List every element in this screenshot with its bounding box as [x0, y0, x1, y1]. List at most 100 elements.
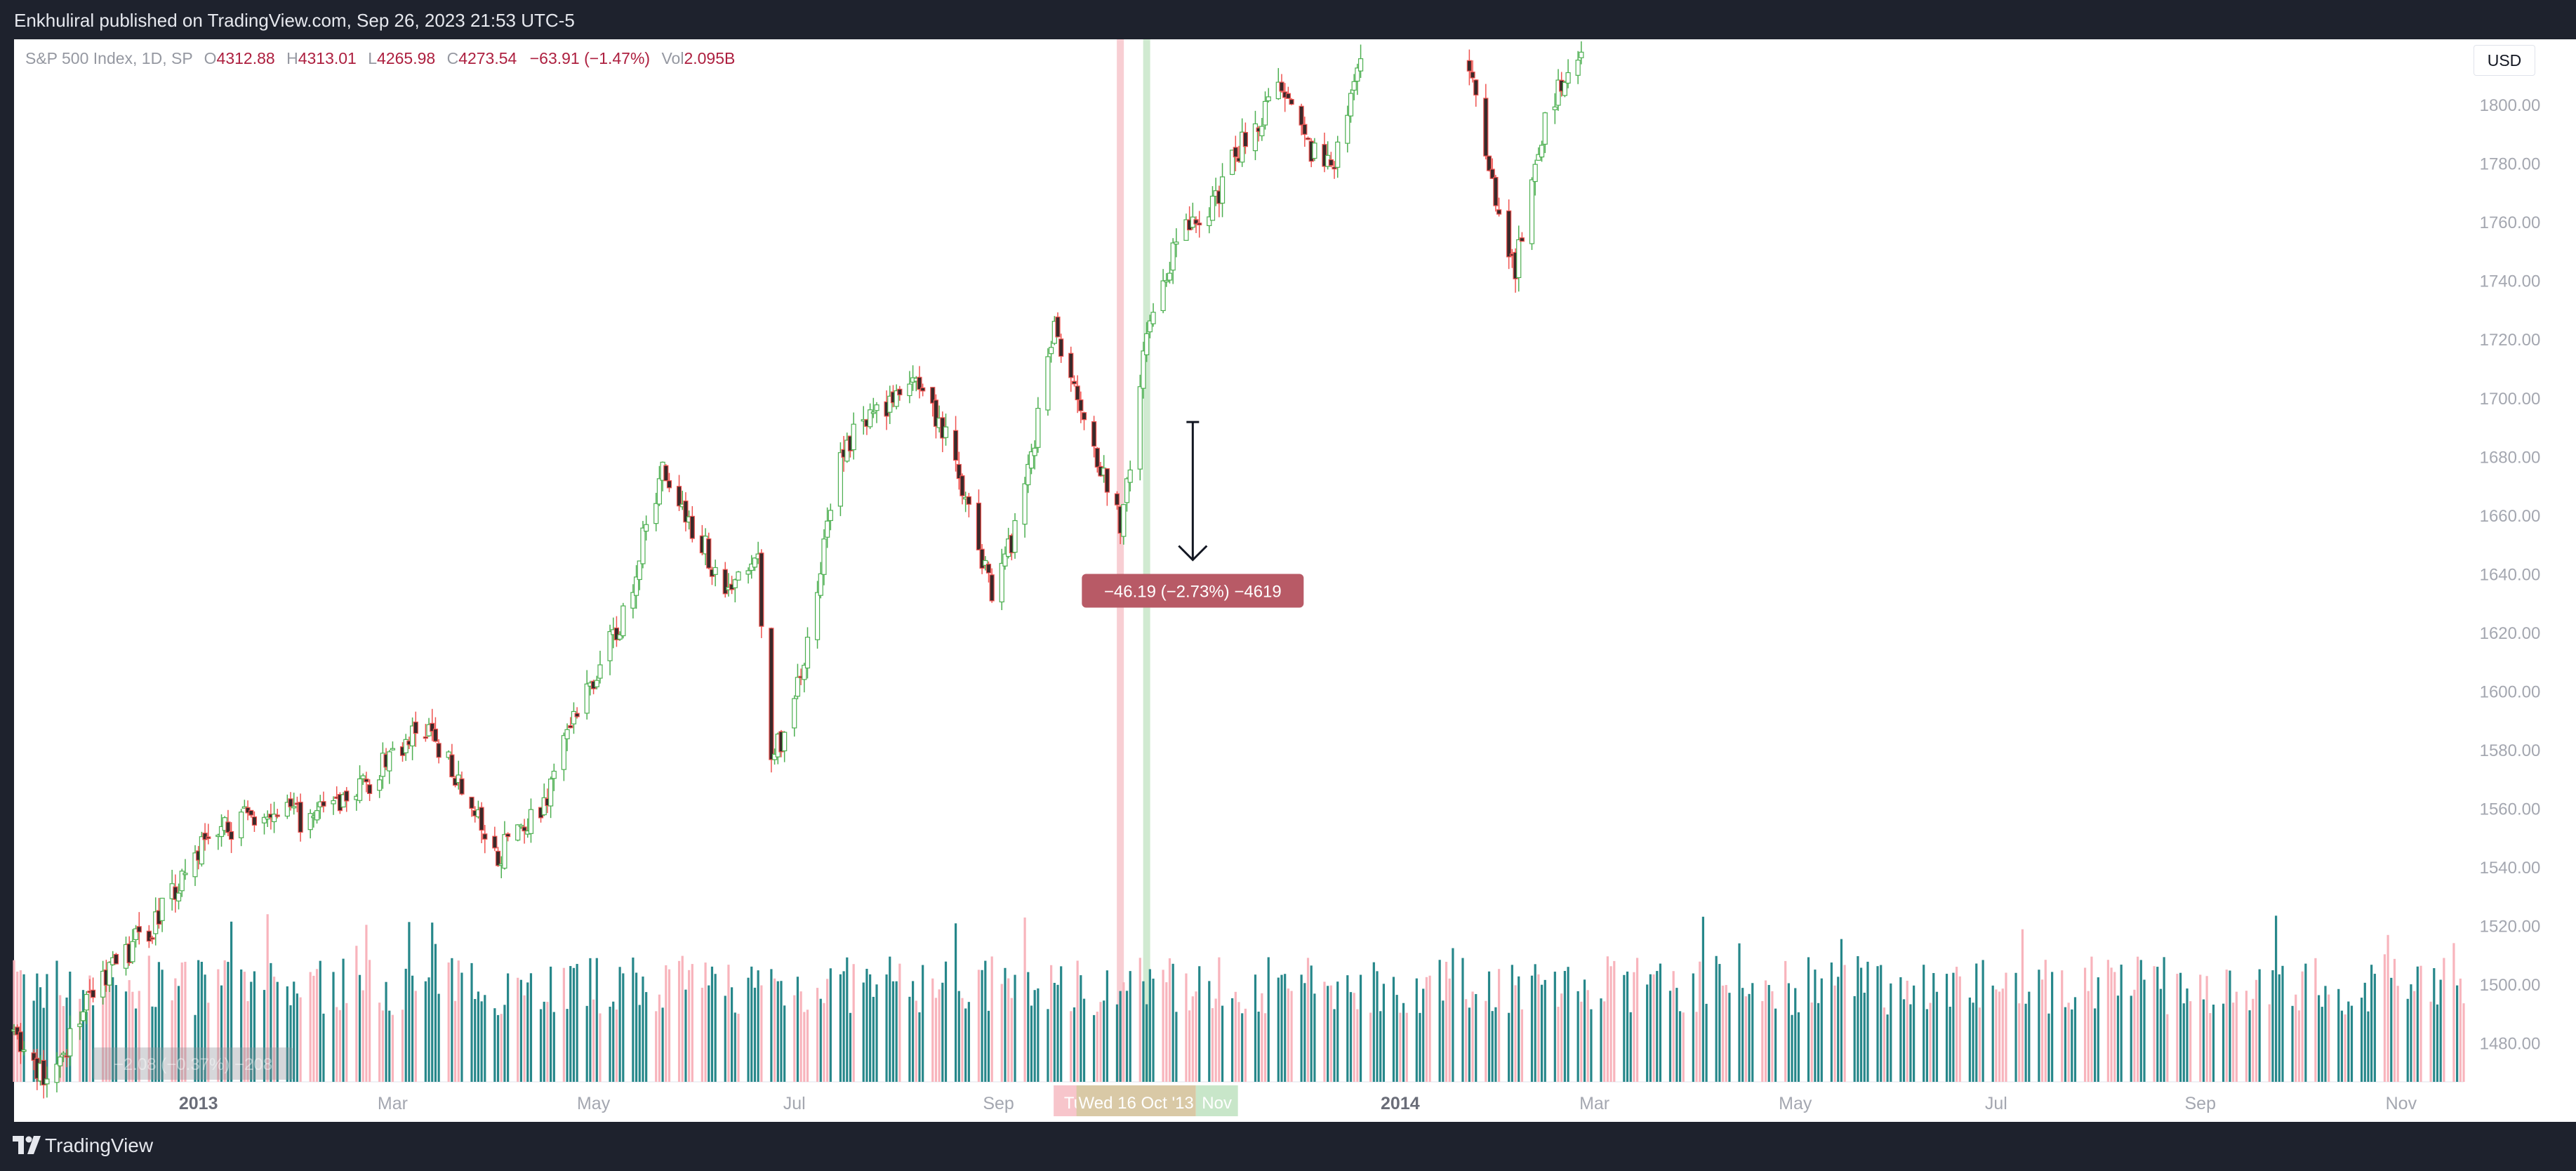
candle-body [492, 835, 498, 849]
volume-bar [796, 977, 799, 1082]
volume-bar [1817, 1003, 1820, 1082]
time-tick-label: Mar [1579, 1094, 1609, 1113]
volume-bar [760, 985, 763, 1082]
volume-bar [1359, 974, 1362, 1082]
candle-body [1285, 93, 1291, 99]
volume-bar [1010, 998, 1013, 1082]
candle-body [1121, 504, 1127, 537]
candle-body [41, 1059, 46, 1086]
candle-body [1207, 216, 1212, 226]
volume-bar [1465, 999, 1468, 1082]
volume-bar [638, 1005, 641, 1082]
volume-bar [2021, 929, 2024, 1082]
candle-body [67, 1028, 73, 1057]
close-value: 4273.54 [458, 49, 517, 67]
volume-bar [2001, 988, 2004, 1082]
volume-bar [1952, 972, 1955, 1082]
volume-bar [592, 999, 595, 1082]
volume-bar [1445, 961, 1448, 1082]
volume-bar [1520, 1009, 1524, 1082]
volume-bar [842, 971, 845, 1082]
measure-label-bg [1082, 574, 1304, 608]
candle-body [1055, 316, 1061, 338]
volume-bar [1372, 962, 1375, 1082]
volume-bar [954, 923, 957, 1082]
volume-bar [1280, 974, 1283, 1082]
volume-bar [1353, 993, 1355, 1082]
volume-bar [2396, 986, 2399, 1082]
candle-body [568, 725, 573, 729]
candle-body [930, 387, 936, 404]
volume-bar [503, 1005, 506, 1082]
volume-bar [312, 975, 315, 1082]
volume-bar [1991, 985, 1994, 1082]
volume-bar [1119, 991, 1122, 1082]
volume-bar [2073, 997, 2077, 1082]
volume-bar [2199, 974, 2202, 1082]
volume-bar [2067, 1003, 2070, 1082]
volume-bar [194, 1014, 197, 1082]
volume-bar [753, 987, 757, 1082]
candle-body [228, 831, 234, 840]
volume-bar [1518, 976, 1520, 1082]
volume-bar [816, 988, 819, 1082]
symbol-name[interactable]: S&P 500 Index, 1D, SP [25, 49, 193, 67]
volume-bar [780, 981, 783, 1082]
volume-bar [704, 962, 707, 1082]
volume-bar [961, 998, 964, 1082]
volume-bar [378, 1003, 381, 1082]
currency-button[interactable]: USD [2474, 45, 2535, 76]
candle-body [894, 390, 899, 407]
volume-bar [645, 992, 648, 1082]
volume-bar [776, 981, 779, 1082]
price-tick-label: 1740.00 [2480, 272, 2541, 291]
volume-bar [477, 991, 480, 1082]
candle-body [1150, 312, 1156, 324]
candle-body [1555, 79, 1561, 106]
candle-body [1529, 179, 1535, 244]
volume-bar [823, 1003, 825, 1082]
candle-body [1071, 381, 1077, 385]
volume-bar [1833, 985, 1836, 1082]
volume-bar [1399, 1012, 1402, 1082]
volume-bar [1744, 996, 1747, 1082]
candle-body [1355, 67, 1360, 82]
volume-bar [872, 996, 875, 1082]
volume-bar [1580, 1001, 1583, 1082]
candle-body [1081, 412, 1087, 421]
candle-body [1486, 155, 1492, 171]
volume-bar [2202, 999, 2205, 1082]
price-tick-label: 1700.00 [2480, 390, 2541, 409]
volume-bar [2064, 1007, 2067, 1082]
volume-bar [967, 1002, 970, 1082]
volume-bar [36, 973, 39, 1082]
price-tick-label: 1800.00 [2480, 96, 2541, 115]
candle-body [979, 548, 985, 569]
volume-bar [661, 1007, 664, 1082]
candle-body [80, 1011, 86, 1021]
volume-bar [957, 991, 960, 1082]
candle-body [1114, 493, 1120, 505]
candle-body [989, 574, 995, 602]
candle-body [251, 816, 258, 826]
candle-body [15, 1026, 20, 1036]
highlight-bands [1117, 38, 1150, 1082]
volume-value: 2.095B [684, 49, 736, 67]
measure-tool[interactable]: −46.19 (−2.73%) −4619 [1082, 421, 1304, 608]
candle-body [1516, 239, 1522, 279]
candle-body [271, 814, 277, 823]
volume-bar [550, 966, 552, 1082]
volume-bar [299, 997, 302, 1082]
volume-bar [2097, 977, 2099, 1082]
volume-bar [2051, 972, 2054, 1082]
volume-bar [885, 974, 888, 1082]
candle-body [818, 573, 823, 596]
candle-body [1348, 93, 1354, 117]
candle-body [1002, 553, 1008, 567]
volume-bar [875, 984, 878, 1082]
time-axis: 2013MarMayJulSep2014MarMayJulSepNovTueNo… [93, 1047, 2417, 1116]
volume-bar [361, 990, 364, 1082]
volume-bar [2433, 968, 2436, 1082]
volume-bar [1254, 974, 1257, 1082]
